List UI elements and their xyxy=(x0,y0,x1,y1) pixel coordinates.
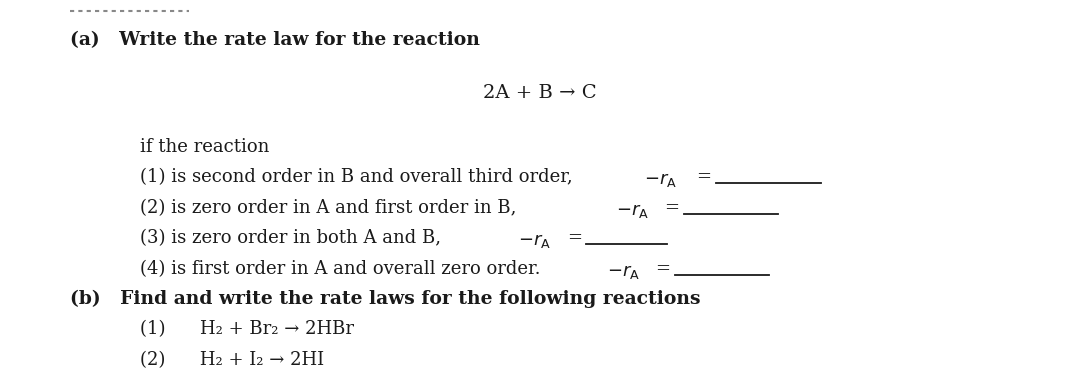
Text: =: = xyxy=(664,199,679,217)
Text: (1) is second order in B and overall third order,: (1) is second order in B and overall thi… xyxy=(140,168,573,186)
Text: (2)      H₂ + I₂ → 2HI: (2) H₂ + I₂ → 2HI xyxy=(140,351,324,369)
Text: 2A + B → C: 2A + B → C xyxy=(483,84,597,102)
Text: (2) is zero order in A and first order in B,: (2) is zero order in A and first order i… xyxy=(140,199,516,217)
Text: (4) is first order in A and overall zero order.: (4) is first order in A and overall zero… xyxy=(140,259,541,278)
Text: $-r_{\mathrm{A}}$: $-r_{\mathrm{A}}$ xyxy=(616,202,649,220)
Text: $-r_{\mathrm{A}}$: $-r_{\mathrm{A}}$ xyxy=(607,263,640,281)
Text: =: = xyxy=(697,168,712,186)
Text: $-r_{\mathrm{A}}$: $-r_{\mathrm{A}}$ xyxy=(644,171,677,189)
Text: $-r_{\mathrm{A}}$: $-r_{\mathrm{A}}$ xyxy=(518,232,552,250)
Text: if the reaction: if the reaction xyxy=(140,138,270,156)
Text: (3) is zero order in both A and B,: (3) is zero order in both A and B, xyxy=(140,229,442,247)
Text: (b)   Find and write the rate laws for the following reactions: (b) Find and write the rate laws for the… xyxy=(70,290,701,308)
Text: (1)      H₂ + Br₂ → 2HBr: (1) H₂ + Br₂ → 2HBr xyxy=(140,320,354,339)
Text: =: = xyxy=(656,259,671,278)
Text: =: = xyxy=(567,229,582,247)
Text: (a)   Write the rate law for the reaction: (a) Write the rate law for the reaction xyxy=(70,31,481,49)
